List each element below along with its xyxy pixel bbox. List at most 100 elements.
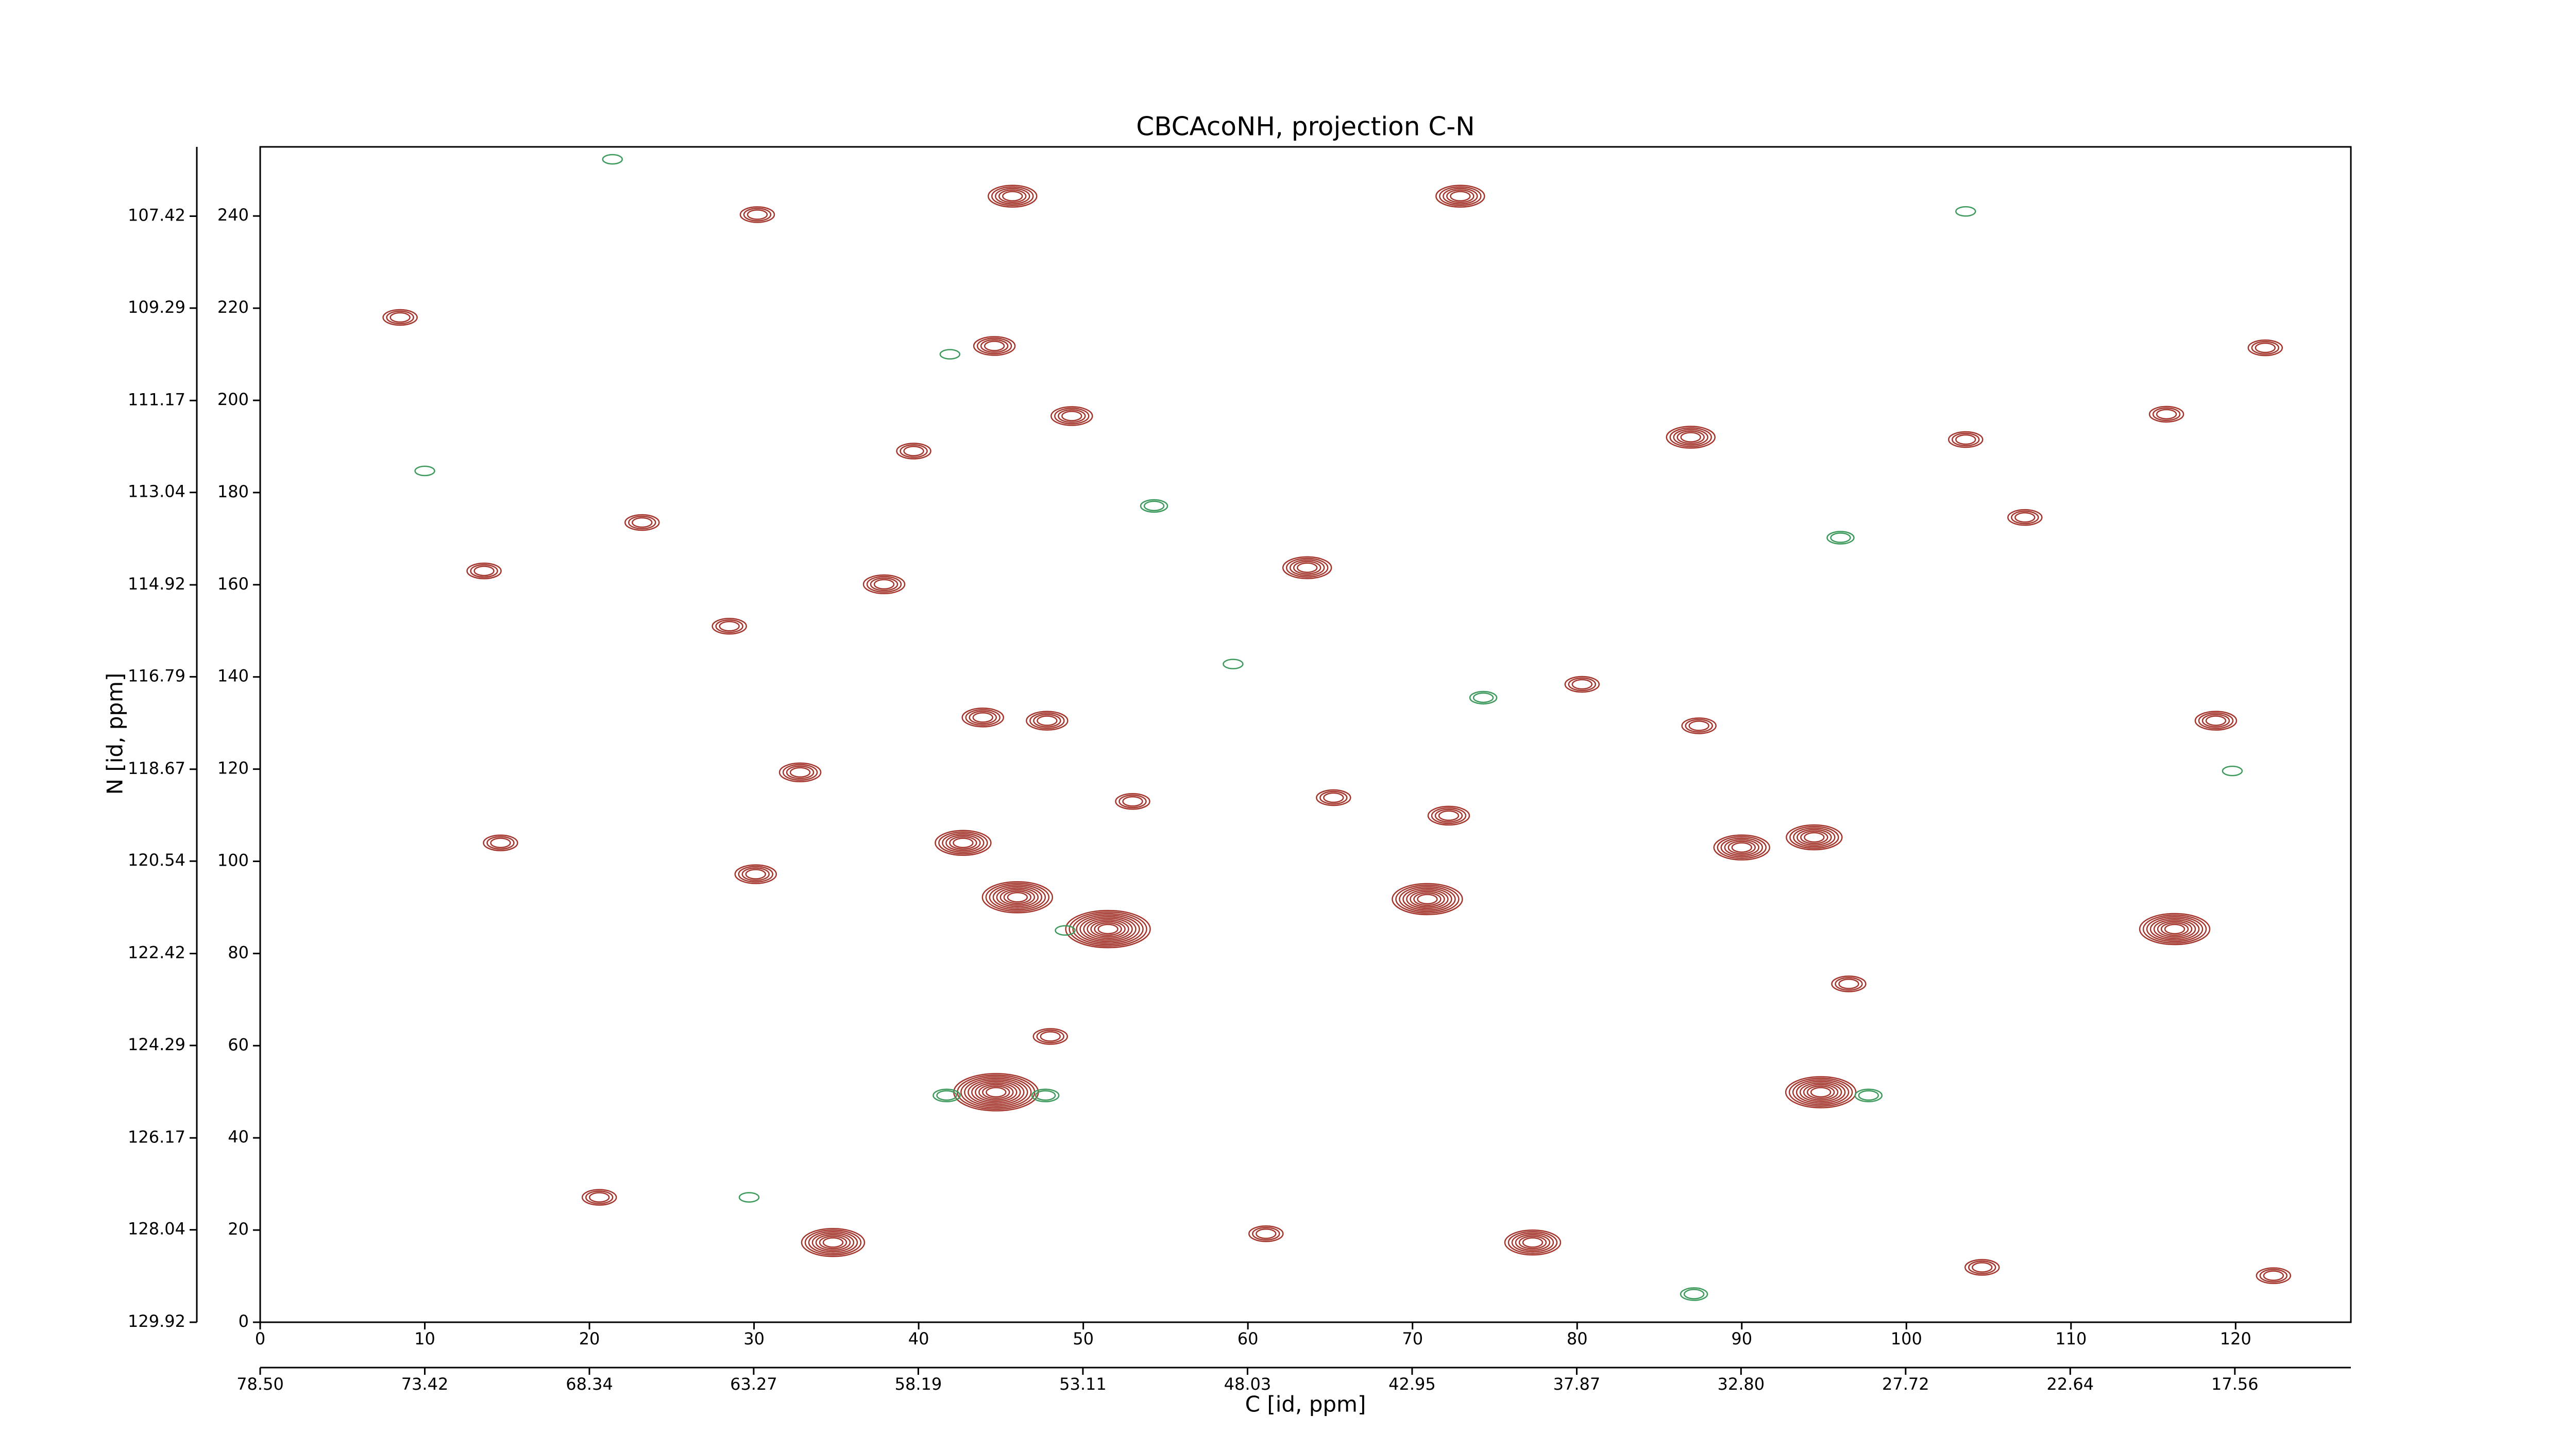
positive-contour [1789,825,1839,849]
positive-contour [2156,409,2177,420]
positive-contour [903,446,924,457]
positive-contour [981,881,1054,914]
positive-contour [1795,1081,1846,1104]
positive-contour [986,1087,1007,1098]
negative-contour [1683,1289,1705,1300]
x2-tick-label: 22.64 [2047,1374,2094,1394]
positive-contour [1713,834,1770,861]
positive-contour [1417,894,1438,905]
negative-contour [1826,531,1855,545]
positive-contour [998,189,1027,203]
peak [382,309,418,326]
positive-contour [1800,830,1828,845]
x2-tick-label: 17.56 [2211,1374,2259,1394]
y-tick-label: 80 [228,942,249,962]
peak [1831,975,1867,992]
positive-contour [953,837,974,848]
y-tick-label: 60 [228,1035,249,1054]
y2-tick-label: 124.29 [128,1035,185,1054]
peak [2139,913,2211,946]
positive-contour [1296,562,1318,573]
x-tick-label: 70 [1402,1329,1423,1349]
positive-contour [2263,1270,2284,1281]
positive-contour [866,576,902,593]
peak [1248,1225,1284,1242]
x-tick-label: 90 [1731,1329,1752,1349]
peak [1785,1076,1857,1108]
positive-contour [2139,913,2211,946]
positive-contour [2160,922,2189,936]
positive-contour [808,1231,858,1254]
x-tick-label: 80 [1567,1329,1588,1349]
peak [602,154,623,165]
positive-contour [2011,510,2039,525]
peak [1223,659,1244,669]
positive-contour [968,1079,1025,1105]
negative-contour [414,465,435,477]
y2-tick-label: 114.92 [128,574,185,594]
positive-contour [1724,839,1759,856]
y2-tick-label: 118.67 [128,759,185,778]
peak [1435,184,1485,208]
positive-contour [581,1189,617,1206]
negative-contour [602,154,623,165]
positive-contour [2201,714,2230,728]
negative-contour [1469,690,1498,705]
positive-contour [1050,406,1093,426]
negative-contour [1223,659,1244,669]
positive-contour [473,565,495,577]
positive-contour [1061,411,1082,422]
peak [1504,1229,1562,1256]
positive-contour [985,883,1050,912]
peak [1316,789,1351,806]
negative-contour [1830,532,1851,543]
positive-contour [1256,1228,1277,1239]
positive-contour [1438,810,1460,821]
positive-contour [975,1082,1018,1102]
x-tick-label: 0 [255,1329,265,1349]
positive-contour [801,1227,866,1257]
positive-contour [1122,796,1143,807]
positive-contour [588,1192,610,1203]
positive-contour [999,889,1036,906]
peak [1854,1088,1883,1103]
y2-tick-label: 116.79 [128,666,185,685]
positive-contour [1319,790,1348,805]
positive-contour [1316,789,1351,806]
peak [1666,426,1716,449]
y-tick-label: 180 [217,482,249,501]
positive-contour [715,619,743,633]
positive-contour [811,1232,855,1253]
positive-contour [1434,808,1463,823]
peak [1826,531,1855,545]
positive-contour [2157,920,2193,938]
positive-contour [976,338,1012,355]
positive-contour [971,1081,1021,1104]
y-tick-label: 160 [217,574,249,594]
negative-contour [1031,1088,1060,1103]
positive-contour [389,312,411,323]
positive-contour [1076,914,1140,944]
positive-contour [949,836,977,850]
positive-contour [1026,711,1069,731]
positive-contour [1003,890,1032,904]
positive-contour [490,837,511,848]
positive-contour [2007,509,2043,526]
y2-tick-label: 120.54 [128,850,185,870]
positive-contour [2152,407,2181,422]
y-tick-label: 20 [228,1219,249,1239]
peak [711,618,747,635]
peak [2007,509,2043,526]
peak [961,707,1004,728]
y2-tick-label: 126.17 [128,1127,185,1147]
positive-contour [2194,711,2238,731]
x2-tick-label: 53.11 [1059,1374,1107,1394]
positive-contour [987,184,1038,208]
positive-contour [2142,914,2207,944]
positive-contour [1731,842,1752,853]
positive-contour [1685,719,1713,733]
positive-contour [935,830,992,856]
x2-tick-label: 27.72 [1882,1374,1929,1394]
positive-contour [1831,975,1867,992]
plot-area [382,154,2292,1301]
